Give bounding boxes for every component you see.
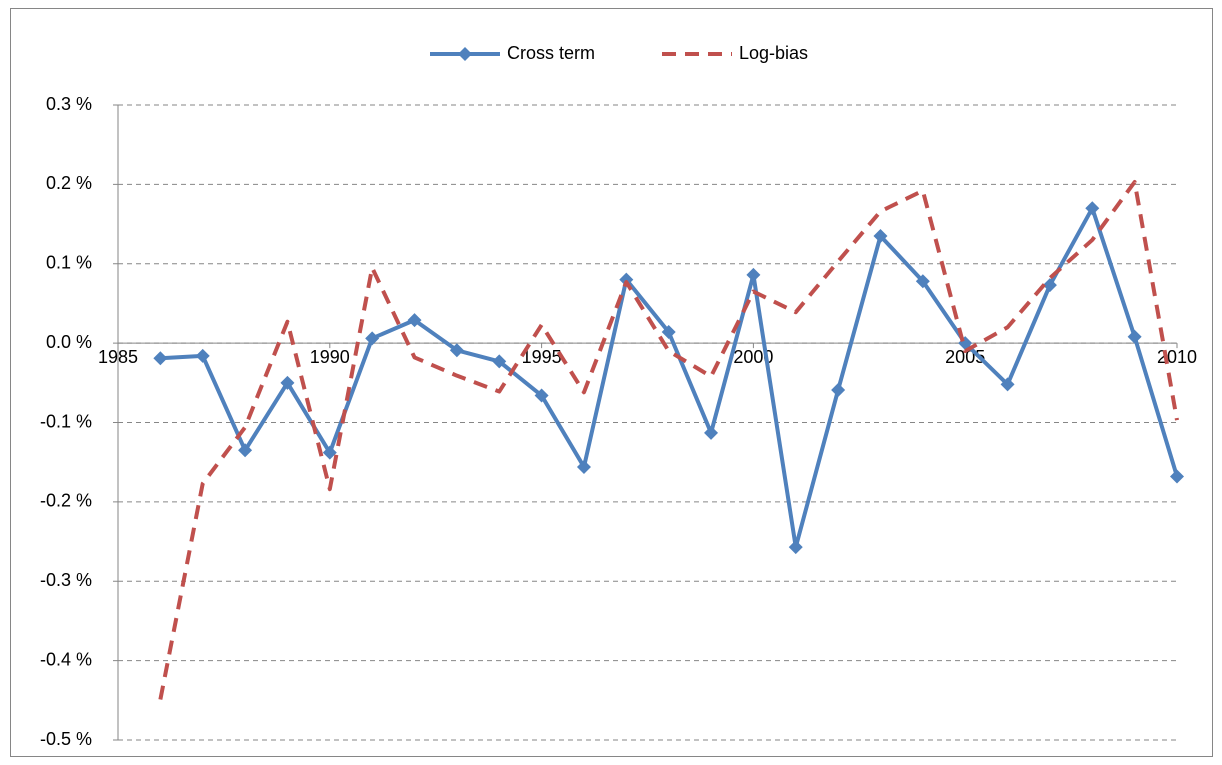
point-marker (873, 228, 888, 243)
point-marker (238, 443, 253, 458)
y-tick-label: 0.3 % (46, 94, 92, 114)
y-tick-label: -0.2 % (40, 491, 92, 511)
point-marker (1170, 469, 1184, 484)
point-marker (1000, 377, 1015, 392)
x-tick-label: 2010 (1157, 347, 1197, 367)
point-marker (915, 274, 930, 289)
point-marker (280, 375, 295, 390)
point-marker (1042, 278, 1057, 293)
y-tick-label: -0.4 % (40, 649, 92, 669)
legend-label: Log-bias (739, 43, 808, 63)
x-tick-label: 1990 (310, 347, 350, 367)
series-line (158, 179, 1179, 700)
x-tick-label: 1995 (522, 347, 562, 367)
y-tick-label: 0.0 % (46, 332, 92, 352)
y-tick-label: -0.5 % (40, 729, 92, 749)
point-marker (492, 354, 507, 369)
point-marker (534, 388, 549, 403)
point-marker (449, 343, 464, 358)
point-marker (1085, 201, 1100, 216)
y-tick-label: 0.2 % (46, 173, 92, 193)
point-marker (407, 313, 422, 328)
point-marker (831, 382, 846, 397)
point-marker (322, 445, 337, 460)
point-marker (1127, 329, 1142, 344)
point-marker (153, 351, 168, 366)
y-tick-label: 0.1 % (46, 253, 92, 273)
legend-label: Cross term (507, 43, 595, 63)
point-marker (576, 459, 591, 474)
point-marker (195, 348, 210, 363)
chart-border (10, 8, 1213, 757)
y-tick-label: -0.3 % (40, 570, 92, 590)
point-marker (661, 325, 676, 340)
point-marker (365, 331, 380, 346)
legend-marker (458, 47, 472, 61)
point-marker (704, 425, 719, 440)
point-marker (788, 540, 803, 555)
point-marker (746, 267, 761, 282)
y-tick-label: -0.1 % (40, 411, 92, 431)
point-marker (619, 272, 634, 287)
x-tick-label: 1985 (98, 347, 138, 367)
